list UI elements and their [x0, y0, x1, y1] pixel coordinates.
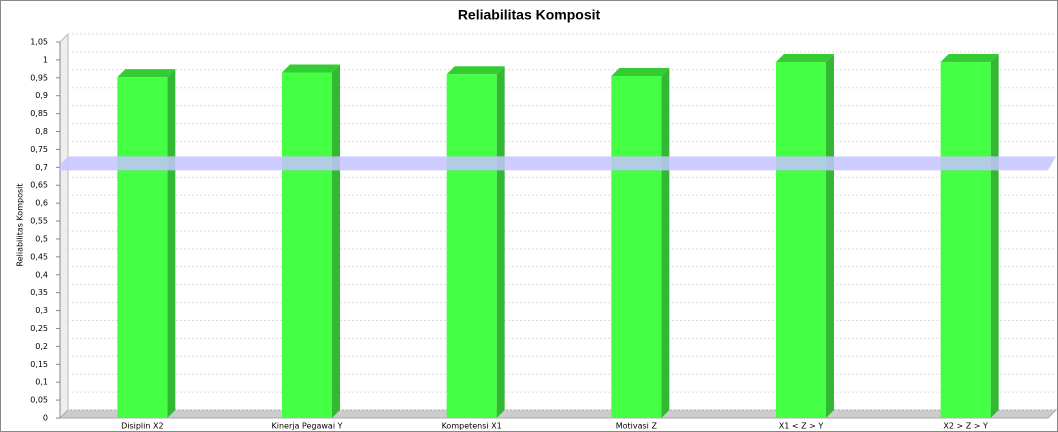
- y-tick-label: 0,25: [30, 324, 48, 333]
- y-tick-label: 0: [43, 414, 48, 423]
- y-tick-label: 0,1: [35, 378, 48, 387]
- y-tick-label: 0,5: [35, 234, 48, 243]
- y-tick-label: 0,9: [35, 91, 48, 100]
- bar-side: [167, 69, 176, 419]
- y-axis-label: Reliabilitas Komposit: [16, 184, 25, 267]
- y-tick-label: 0,35: [30, 288, 48, 297]
- bar-top: [940, 54, 999, 63]
- bar-side: [661, 68, 670, 419]
- bar-top: [776, 54, 834, 63]
- bar: [776, 62, 826, 418]
- x-tick-label: Kinerja Pegawai Y: [272, 422, 343, 431]
- x-tick-label: Disiplin X2: [121, 422, 163, 431]
- y-tick-label: 0,15: [30, 360, 48, 369]
- bar-side: [990, 54, 999, 418]
- y-tick-label: 0,7: [35, 163, 48, 172]
- bar-side: [826, 54, 834, 418]
- x-tick-label: Kompetensi X1: [442, 422, 502, 431]
- x-tick-label: Motivasi Z: [616, 422, 658, 431]
- y-tick-label: 0,45: [30, 252, 48, 261]
- y-tick-label: 0,65: [30, 181, 48, 190]
- reference-line: [60, 156, 1056, 171]
- chart-title: Reliabilitas Komposit: [458, 7, 601, 23]
- y-tick-label: 1,05: [30, 38, 48, 47]
- y-tick-label: 0,05: [30, 396, 48, 405]
- side-wall: [59, 32, 69, 420]
- y-tick-label: 1: [43, 55, 48, 64]
- y-tick-label: 0,85: [30, 109, 48, 118]
- y-tick-label: 0,8: [35, 127, 48, 136]
- x-tick-label: X1 < Z > Y: [779, 422, 824, 431]
- y-tick-label: 0,95: [30, 73, 48, 82]
- bar: [117, 77, 168, 419]
- x-tick-label: X2 > Z > Y: [943, 422, 988, 431]
- bar-top: [282, 64, 340, 73]
- bar: [446, 74, 497, 418]
- floor: [58, 409, 1058, 419]
- y-tick-label: 0,75: [30, 145, 48, 154]
- y-tick-label: 0,2: [35, 342, 48, 351]
- bar: [940, 62, 991, 418]
- bar: [611, 76, 662, 419]
- y-tick-label: 0,55: [30, 217, 48, 226]
- y-tick-label: 0,4: [35, 270, 48, 279]
- bar-side: [332, 64, 340, 418]
- y-tick-label: 0,6: [35, 199, 48, 208]
- bar-top: [611, 68, 670, 77]
- y-tick-label: 0,3: [35, 306, 48, 315]
- bar-top: [446, 66, 505, 75]
- bar-side: [496, 66, 505, 418]
- bar: [282, 72, 332, 418]
- bar-top: [117, 69, 176, 78]
